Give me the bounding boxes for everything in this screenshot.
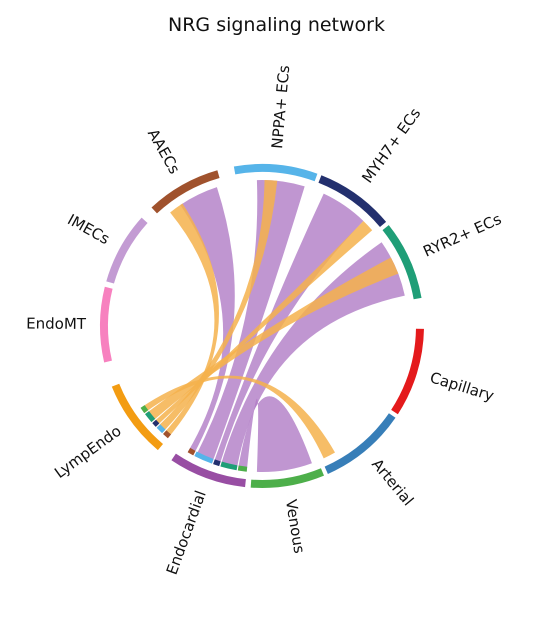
ribbon-endocardial-to-nppaplus-ecs <box>195 180 305 464</box>
label-endocardial: Endocardial <box>163 488 210 577</box>
ribbon-endocardial-to-aaecs <box>180 187 235 455</box>
link-footprint-endocardial <box>237 465 248 472</box>
arc-endomt <box>100 286 113 363</box>
arcs-layer <box>100 164 424 488</box>
link-footprint-lympendo <box>144 411 156 423</box>
arc-myh7plus-ecs <box>318 175 387 228</box>
label-capillary: Capillary <box>428 368 496 405</box>
link-footprint-endocardial <box>194 451 214 464</box>
label-lympendo: LympEndo <box>51 422 124 482</box>
ribbon-lympendo-to-nppaplus-ecs <box>156 180 278 433</box>
arc-imecs <box>106 217 148 284</box>
chart-title: NRG signaling network <box>168 14 385 36</box>
label-endomt: EndoMT <box>26 314 87 333</box>
arc-lympendo <box>111 383 164 451</box>
label-myh7plus-ecs: MYH7+ ECs <box>358 104 424 186</box>
ribbon-endocardial-to-ryr2plus-ecs <box>220 242 405 470</box>
ribbon-lympendo-to-ryr2plus-ecs <box>145 257 399 422</box>
link-footprint-endocardial <box>220 461 238 471</box>
ribbon-endocardial-to-venous <box>237 396 312 472</box>
link-footprint-lympendo <box>156 424 166 434</box>
arc-arterial <box>324 413 396 474</box>
ribbon-lympendo-to-venous <box>140 375 335 459</box>
link-footprint-lympendo <box>152 419 160 427</box>
label-ryr2plus-ecs: RYR2+ ECs <box>420 210 504 261</box>
ribbons-layer <box>140 180 405 472</box>
label-venous: Venous <box>282 498 309 555</box>
arc-ryr2plus-ecs <box>382 225 422 300</box>
arc-venous <box>250 468 324 488</box>
link-footprint-endocardial <box>213 459 221 467</box>
arc-capillary <box>391 328 424 415</box>
link-footprint-lympendo <box>163 430 172 439</box>
link-footprint-lympendo <box>140 405 149 414</box>
arc-aaecs <box>151 170 220 214</box>
label-imecs: IMECs <box>64 210 112 248</box>
label-nppaplus-ecs: NPPA+ ECs <box>268 64 293 149</box>
arc-endocardial <box>171 453 246 488</box>
arc-nppaplus-ecs <box>233 164 318 182</box>
ribbon-lympendo-to-aaecs <box>163 203 219 438</box>
label-aaecs: AAECs <box>144 126 184 177</box>
link-footprint-endocardial <box>187 447 196 456</box>
label-arterial: Arterial <box>368 455 417 509</box>
